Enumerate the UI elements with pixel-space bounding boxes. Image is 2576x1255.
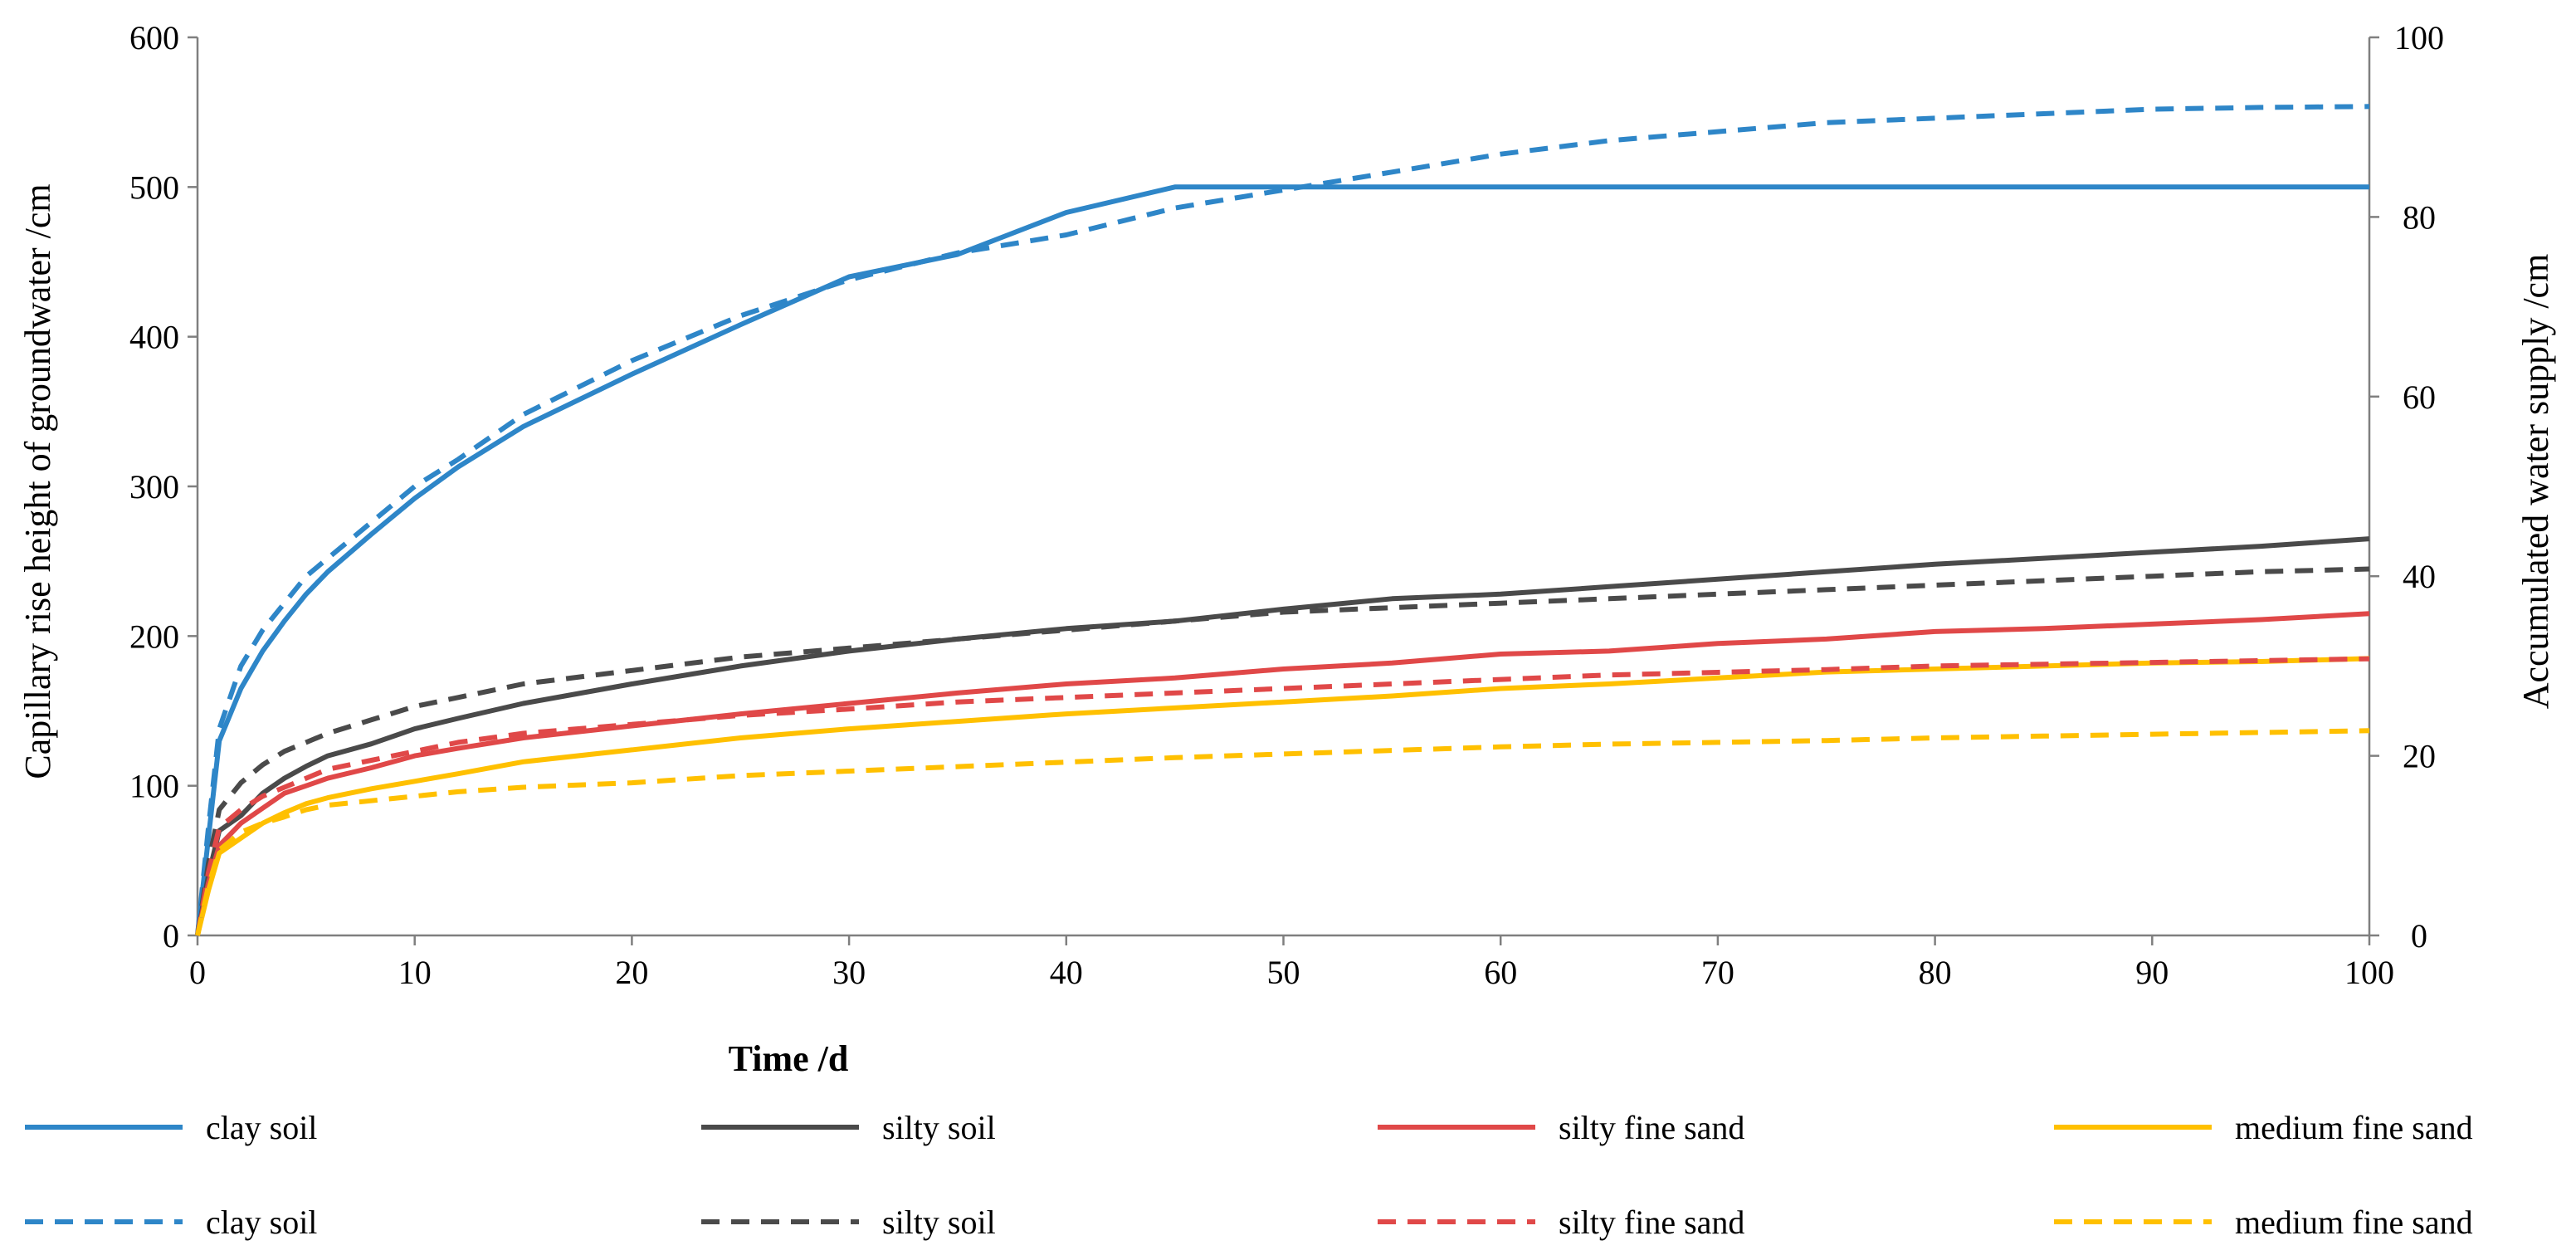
y-axis-right-title: Accumulated water supply /cm <box>2515 254 2556 710</box>
y-right-tick-label: 40 <box>2403 558 2436 595</box>
y-left-tick-label: 100 <box>129 768 179 805</box>
y-right-tick-label: 0 <box>2411 917 2427 955</box>
series-line-silty-fine-sand-dashed <box>195 656 2370 936</box>
labels-layer: Time /d Capillary rise height of groundw… <box>17 183 2556 1079</box>
legend-label-clay-soil: clay soil <box>206 1109 317 1146</box>
series-line-silty-soil-solid <box>195 536 2370 936</box>
y-right-tick-label: 20 <box>2403 738 2436 775</box>
series-line-silty-soil-dashed <box>195 566 2370 936</box>
x-tick-label: 20 <box>615 954 648 991</box>
y-right-tick-label: 60 <box>2403 378 2436 416</box>
y-right-tick-label: 100 <box>2394 19 2444 56</box>
legend-label-silty-fine-sand: silty fine sand <box>1559 1204 1744 1241</box>
y-left-tick-label: 300 <box>129 468 179 505</box>
x-tick-label: 50 <box>1267 954 1300 991</box>
series-line-clay-soil-dashed <box>195 104 2370 936</box>
x-tick-label: 0 <box>189 954 206 991</box>
x-tick-label: 40 <box>1050 954 1083 991</box>
y-left-tick-label: 600 <box>129 19 179 56</box>
legend-label-silty-soil: silty soil <box>882 1204 996 1241</box>
series-line-medium-fine-sand-solid <box>195 656 2370 936</box>
series-line-silty-fine-sand-solid <box>195 611 2370 936</box>
x-tick-label: 80 <box>1919 954 1952 991</box>
legend-label-silty-soil: silty soil <box>882 1109 996 1146</box>
series-layer <box>195 104 2370 936</box>
legend-label-medium-fine-sand: medium fine sand <box>2235 1109 2473 1146</box>
x-tick-label: 10 <box>398 954 432 991</box>
y-left-tick-label: 400 <box>129 319 179 356</box>
x-tick-label: 100 <box>2344 954 2394 991</box>
x-axis-title: Time /d <box>729 1038 849 1079</box>
y-left-tick-label: 0 <box>163 917 179 955</box>
x-tick-label: 90 <box>2135 954 2169 991</box>
series-line-clay-soil-solid <box>195 184 2369 936</box>
y-right-tick-label: 80 <box>2403 198 2436 236</box>
x-tick-label: 70 <box>1701 954 1734 991</box>
y-left-tick-label: 200 <box>129 618 179 655</box>
axes-layer: 0 10 20 30 40 50 60 70 80 90 100010020030040050060… <box>129 19 2444 991</box>
x-tick-label: 60 <box>1484 954 1517 991</box>
legend-label-clay-soil: clay soil <box>206 1204 317 1241</box>
legend-label-medium-fine-sand: medium fine sand <box>2235 1204 2473 1241</box>
legend: clay soil silty soil silty fine sand medium… <box>25 1109 2473 1241</box>
legend-label-silty-fine-sand: silty fine sand <box>1559 1109 1744 1146</box>
y-axis-left-title: Capillary rise height of groundwater /cm <box>17 183 58 779</box>
series-line-medium-fine-sand-dashed <box>195 728 2370 936</box>
x-tick-label: 30 <box>832 954 866 991</box>
y-left-tick-label: 500 <box>129 168 179 206</box>
